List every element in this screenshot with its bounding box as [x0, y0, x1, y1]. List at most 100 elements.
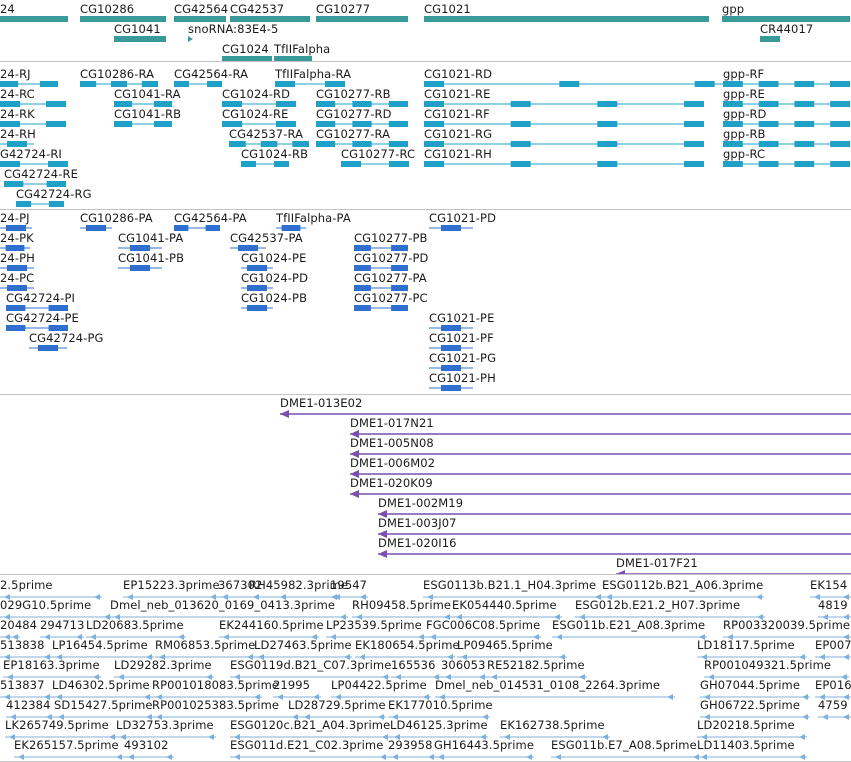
transcript-glyph[interactable]	[222, 121, 296, 127]
feature-label[interactable]: 24-PK	[0, 231, 34, 245]
est-glyph[interactable]	[40, 634, 84, 640]
feature-label[interactable]: CG10286-PA	[80, 211, 153, 225]
feature-label[interactable]: DME1-005N08	[350, 436, 434, 450]
est-glyph[interactable]	[602, 594, 764, 600]
est-glyph[interactable]	[352, 614, 452, 620]
feature-label[interactable]: CG1021-RF	[424, 107, 490, 121]
feature-label[interactable]: CR44017	[760, 22, 814, 36]
est-glyph[interactable]	[124, 754, 174, 760]
feature-label[interactable]: RP001018083.5prime	[152, 678, 280, 692]
est-glyph[interactable]	[390, 734, 488, 740]
feature-label[interactable]: TfIIFalpha	[274, 42, 331, 56]
est-glyph[interactable]	[551, 754, 701, 760]
clone-glyph[interactable]	[350, 450, 851, 458]
est-glyph[interactable]	[423, 594, 603, 600]
feature-label[interactable]: LK265749.5prime	[5, 718, 109, 732]
est-glyph[interactable]	[818, 614, 851, 620]
est-glyph[interactable]	[355, 654, 455, 660]
feature-label[interactable]: CG10277-RB	[316, 87, 391, 101]
feature-label[interactable]: CG1021-PG	[429, 351, 497, 365]
feature-label[interactable]: 493102	[124, 738, 169, 752]
feature-label[interactable]: DME1-002M19	[378, 496, 464, 510]
est-glyph[interactable]	[487, 674, 587, 680]
est-glyph[interactable]	[697, 734, 807, 740]
est-glyph[interactable]	[86, 634, 186, 640]
transcript-glyph[interactable]	[114, 121, 172, 127]
est-glyph[interactable]	[457, 654, 567, 660]
transcript-glyph[interactable]	[275, 81, 345, 87]
feature-label[interactable]: DME1-003J07	[378, 516, 457, 530]
feature-label[interactable]: CG1021-RG	[424, 127, 493, 141]
feature-label[interactable]: EP016	[815, 678, 851, 692]
feature-label[interactable]: EP007	[815, 638, 851, 652]
transcript-glyph[interactable]	[341, 161, 409, 167]
cds-glyph[interactable]	[80, 225, 112, 231]
feature-label[interactable]: ESG0112b.B21_A06.3prime	[602, 578, 764, 592]
feature-label[interactable]: CG1041-RB	[114, 107, 182, 121]
est-glyph[interactable]	[230, 754, 388, 760]
est-glyph[interactable]	[441, 674, 487, 680]
feature-label[interactable]: CG42724-PE	[6, 311, 79, 325]
feature-label[interactable]: CG1021-RD	[424, 67, 493, 81]
est-glyph[interactable]	[704, 674, 849, 680]
feature-label[interactable]: CG10277-RC	[341, 147, 416, 161]
feature-label[interactable]: CG42724-RE	[4, 167, 78, 181]
est-glyph[interactable]	[155, 654, 255, 660]
feature-label[interactable]: GH07044.5prime	[700, 678, 801, 692]
est-glyph[interactable]	[575, 614, 765, 620]
feature-label[interactable]: ESG011b.E7_A08.5prime	[551, 738, 697, 752]
feature-label[interactable]: 306053	[441, 658, 486, 672]
feature-label[interactable]: 24-RH	[0, 127, 36, 141]
feature-label[interactable]: 165536	[391, 658, 436, 672]
feature-label[interactable]: CG42724-PI	[6, 291, 76, 305]
feature-label[interactable]: DME1-017F21	[616, 556, 698, 570]
feature-label[interactable]: 4759	[818, 698, 848, 712]
transcript-glyph[interactable]	[229, 141, 309, 147]
cds-glyph[interactable]	[354, 265, 408, 271]
feature-label[interactable]: 24-PJ	[0, 211, 30, 225]
est-glyph[interactable]	[0, 614, 112, 620]
cds-glyph[interactable]	[429, 325, 473, 331]
feature-label[interactable]: CG42564-RA	[174, 67, 249, 81]
est-glyph[interactable]	[700, 694, 810, 700]
cds-glyph[interactable]	[118, 265, 162, 271]
feature-label[interactable]: CG1021-PE	[429, 311, 495, 325]
cds-glyph[interactable]	[429, 385, 473, 391]
feature-label[interactable]: 513837	[0, 678, 45, 692]
est-glyph[interactable]	[6, 714, 54, 720]
feature-label[interactable]: gpp-RB	[723, 127, 766, 141]
feature-label[interactable]: LD32753.3prime	[116, 718, 214, 732]
feature-label[interactable]: 029G10.5prime	[0, 598, 92, 612]
feature-label[interactable]: CG1041-PA	[118, 231, 184, 245]
transcript-glyph[interactable]	[316, 141, 408, 147]
transcript-glyph[interactable]	[723, 141, 850, 147]
gene-glyph[interactable]	[222, 56, 272, 62]
feature-label[interactable]: EK054440.5prime	[452, 598, 557, 612]
feature-label[interactable]: SD15427.5prime	[54, 698, 153, 712]
feature-label[interactable]: CG1021-PD	[429, 211, 497, 225]
feature-label[interactable]: 2.5prime	[0, 578, 53, 592]
transcript-glyph[interactable]	[424, 121, 704, 127]
cds-glyph[interactable]	[6, 325, 68, 331]
feature-label[interactable]: CG10277-PC	[354, 291, 428, 305]
feature-label[interactable]: CG10277-PA	[354, 271, 427, 285]
feature-label[interactable]: CG1024-PE	[241, 251, 307, 265]
feature-label[interactable]: EK162738.5prime	[500, 718, 605, 732]
feature-label[interactable]: CG10277-RA	[316, 127, 391, 141]
est-glyph[interactable]	[254, 654, 352, 660]
gene-glyph[interactable]	[760, 36, 780, 42]
cds-glyph[interactable]	[230, 245, 266, 251]
feature-label[interactable]: CG10277-RD	[316, 107, 392, 121]
est-glyph[interactable]	[326, 634, 426, 640]
feature-label[interactable]: LD46302.5prime	[52, 678, 150, 692]
feature-label[interactable]: 24-PH	[0, 251, 35, 265]
feature-label[interactable]: ESG0120c.B21_A04.3prime	[230, 718, 391, 732]
feature-label[interactable]: GH06722.5prime	[700, 698, 801, 712]
gene-glyph[interactable]	[80, 16, 166, 22]
feature-label[interactable]: FGC006C08.5prime	[426, 618, 541, 632]
transcript-glyph[interactable]	[424, 101, 704, 107]
est-glyph[interactable]	[434, 754, 534, 760]
feature-label[interactable]: TfIIFalpha-RA	[275, 67, 352, 81]
transcript-glyph[interactable]	[241, 161, 289, 167]
transcript-glyph[interactable]	[0, 141, 34, 147]
